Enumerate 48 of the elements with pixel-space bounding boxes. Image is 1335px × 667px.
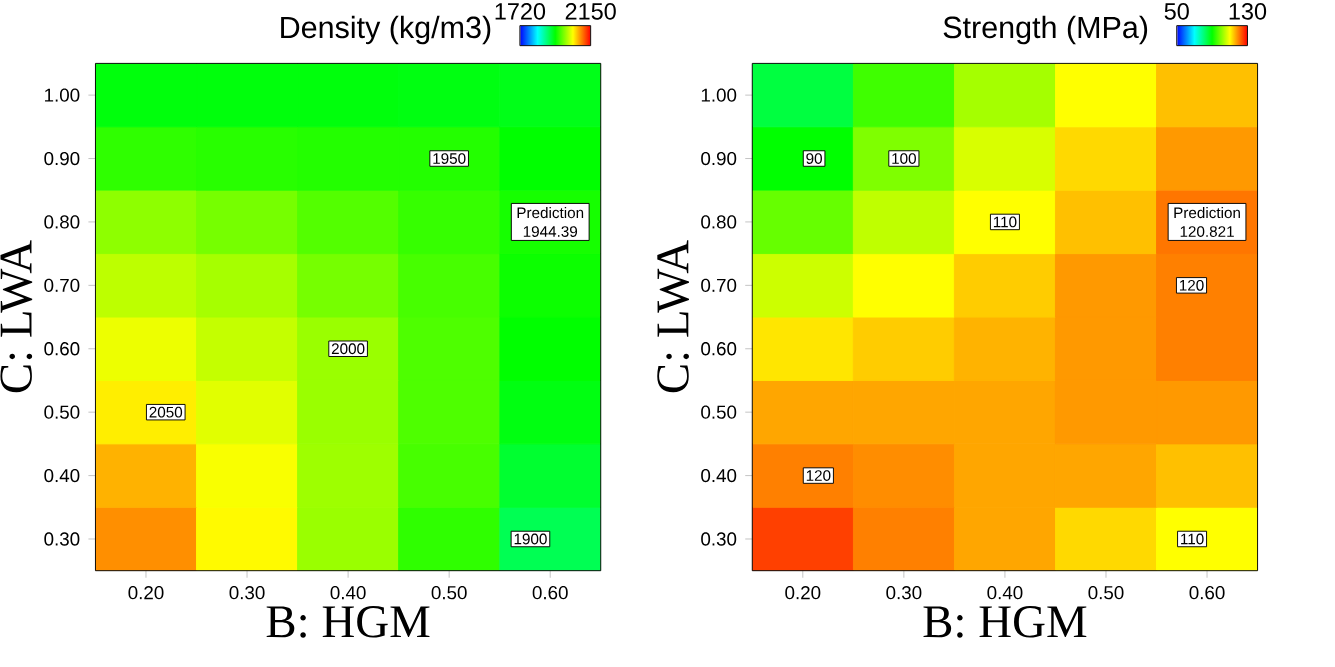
data-label: 110	[1181, 533, 1204, 545]
y-tick-label: 0.90	[44, 151, 80, 165]
y-tick-label: 0.50	[701, 405, 737, 419]
data-label: 120	[1179, 279, 1204, 291]
y-tick-label: 0.40	[44, 468, 80, 482]
data-label: 2050	[149, 406, 183, 418]
x-axis-title: B: HGM	[266, 605, 430, 638]
x-axis-title: B: HGM	[923, 605, 1087, 638]
y-tick-label: 0.50	[44, 405, 80, 419]
y-tick-label: 1.00	[701, 88, 737, 102]
y-axis-title: C: LWA	[0, 240, 33, 393]
data-label: Prediction 1944.39	[517, 206, 584, 237]
y-tick-label: 0.80	[44, 215, 80, 229]
y-tick-label: 0.70	[44, 278, 80, 292]
color-bar-label: 2150	[565, 2, 616, 20]
data-label: 1900	[514, 533, 547, 545]
y-tick-label: 0.80	[701, 215, 737, 229]
color-bar-label: 1720	[495, 2, 546, 20]
data-label: 110	[993, 216, 1017, 228]
x-tick-label: 0.40	[330, 585, 366, 600]
y-tick-label: 0.30	[701, 532, 737, 546]
x-tick-label: 0.20	[128, 585, 164, 600]
x-tick-label: 0.50	[1088, 585, 1124, 600]
x-tick-label: 0.60	[532, 585, 568, 600]
y-tick-label: 0.30	[44, 532, 80, 546]
color-bar-label: 50	[1164, 2, 1189, 20]
data-label: 2000	[331, 343, 365, 354]
data-label: 120	[806, 469, 831, 481]
x-tick-label: 0.40	[987, 585, 1023, 600]
x-tick-label: 0.50	[431, 585, 467, 600]
data-label: 100	[892, 152, 916, 164]
y-axis-title: C: LWA	[657, 240, 689, 393]
y-tick-label: 0.40	[701, 468, 737, 482]
x-tick-label: 0.30	[229, 585, 265, 600]
y-tick-label: 0.60	[701, 341, 737, 356]
data-label: 90	[806, 152, 822, 164]
data-label: 1950	[433, 152, 466, 164]
y-tick-label: 0.60	[44, 341, 80, 356]
y-tick-label: 0.70	[701, 278, 737, 292]
x-tick-label: 0.30	[886, 585, 922, 600]
y-tick-label: 0.90	[701, 151, 737, 165]
x-tick-label: 0.60	[1189, 585, 1225, 600]
color-bar-title: Strength (MPa)	[943, 15, 1148, 45]
y-tick-label: 1.00	[45, 88, 80, 102]
color-bar-label: 130	[1229, 2, 1267, 20]
data-label: Prediction 120.821	[1174, 206, 1240, 237]
x-tick-label: 0.20	[785, 585, 821, 600]
color-bar-title: Density (kg/m3)	[281, 15, 491, 45]
